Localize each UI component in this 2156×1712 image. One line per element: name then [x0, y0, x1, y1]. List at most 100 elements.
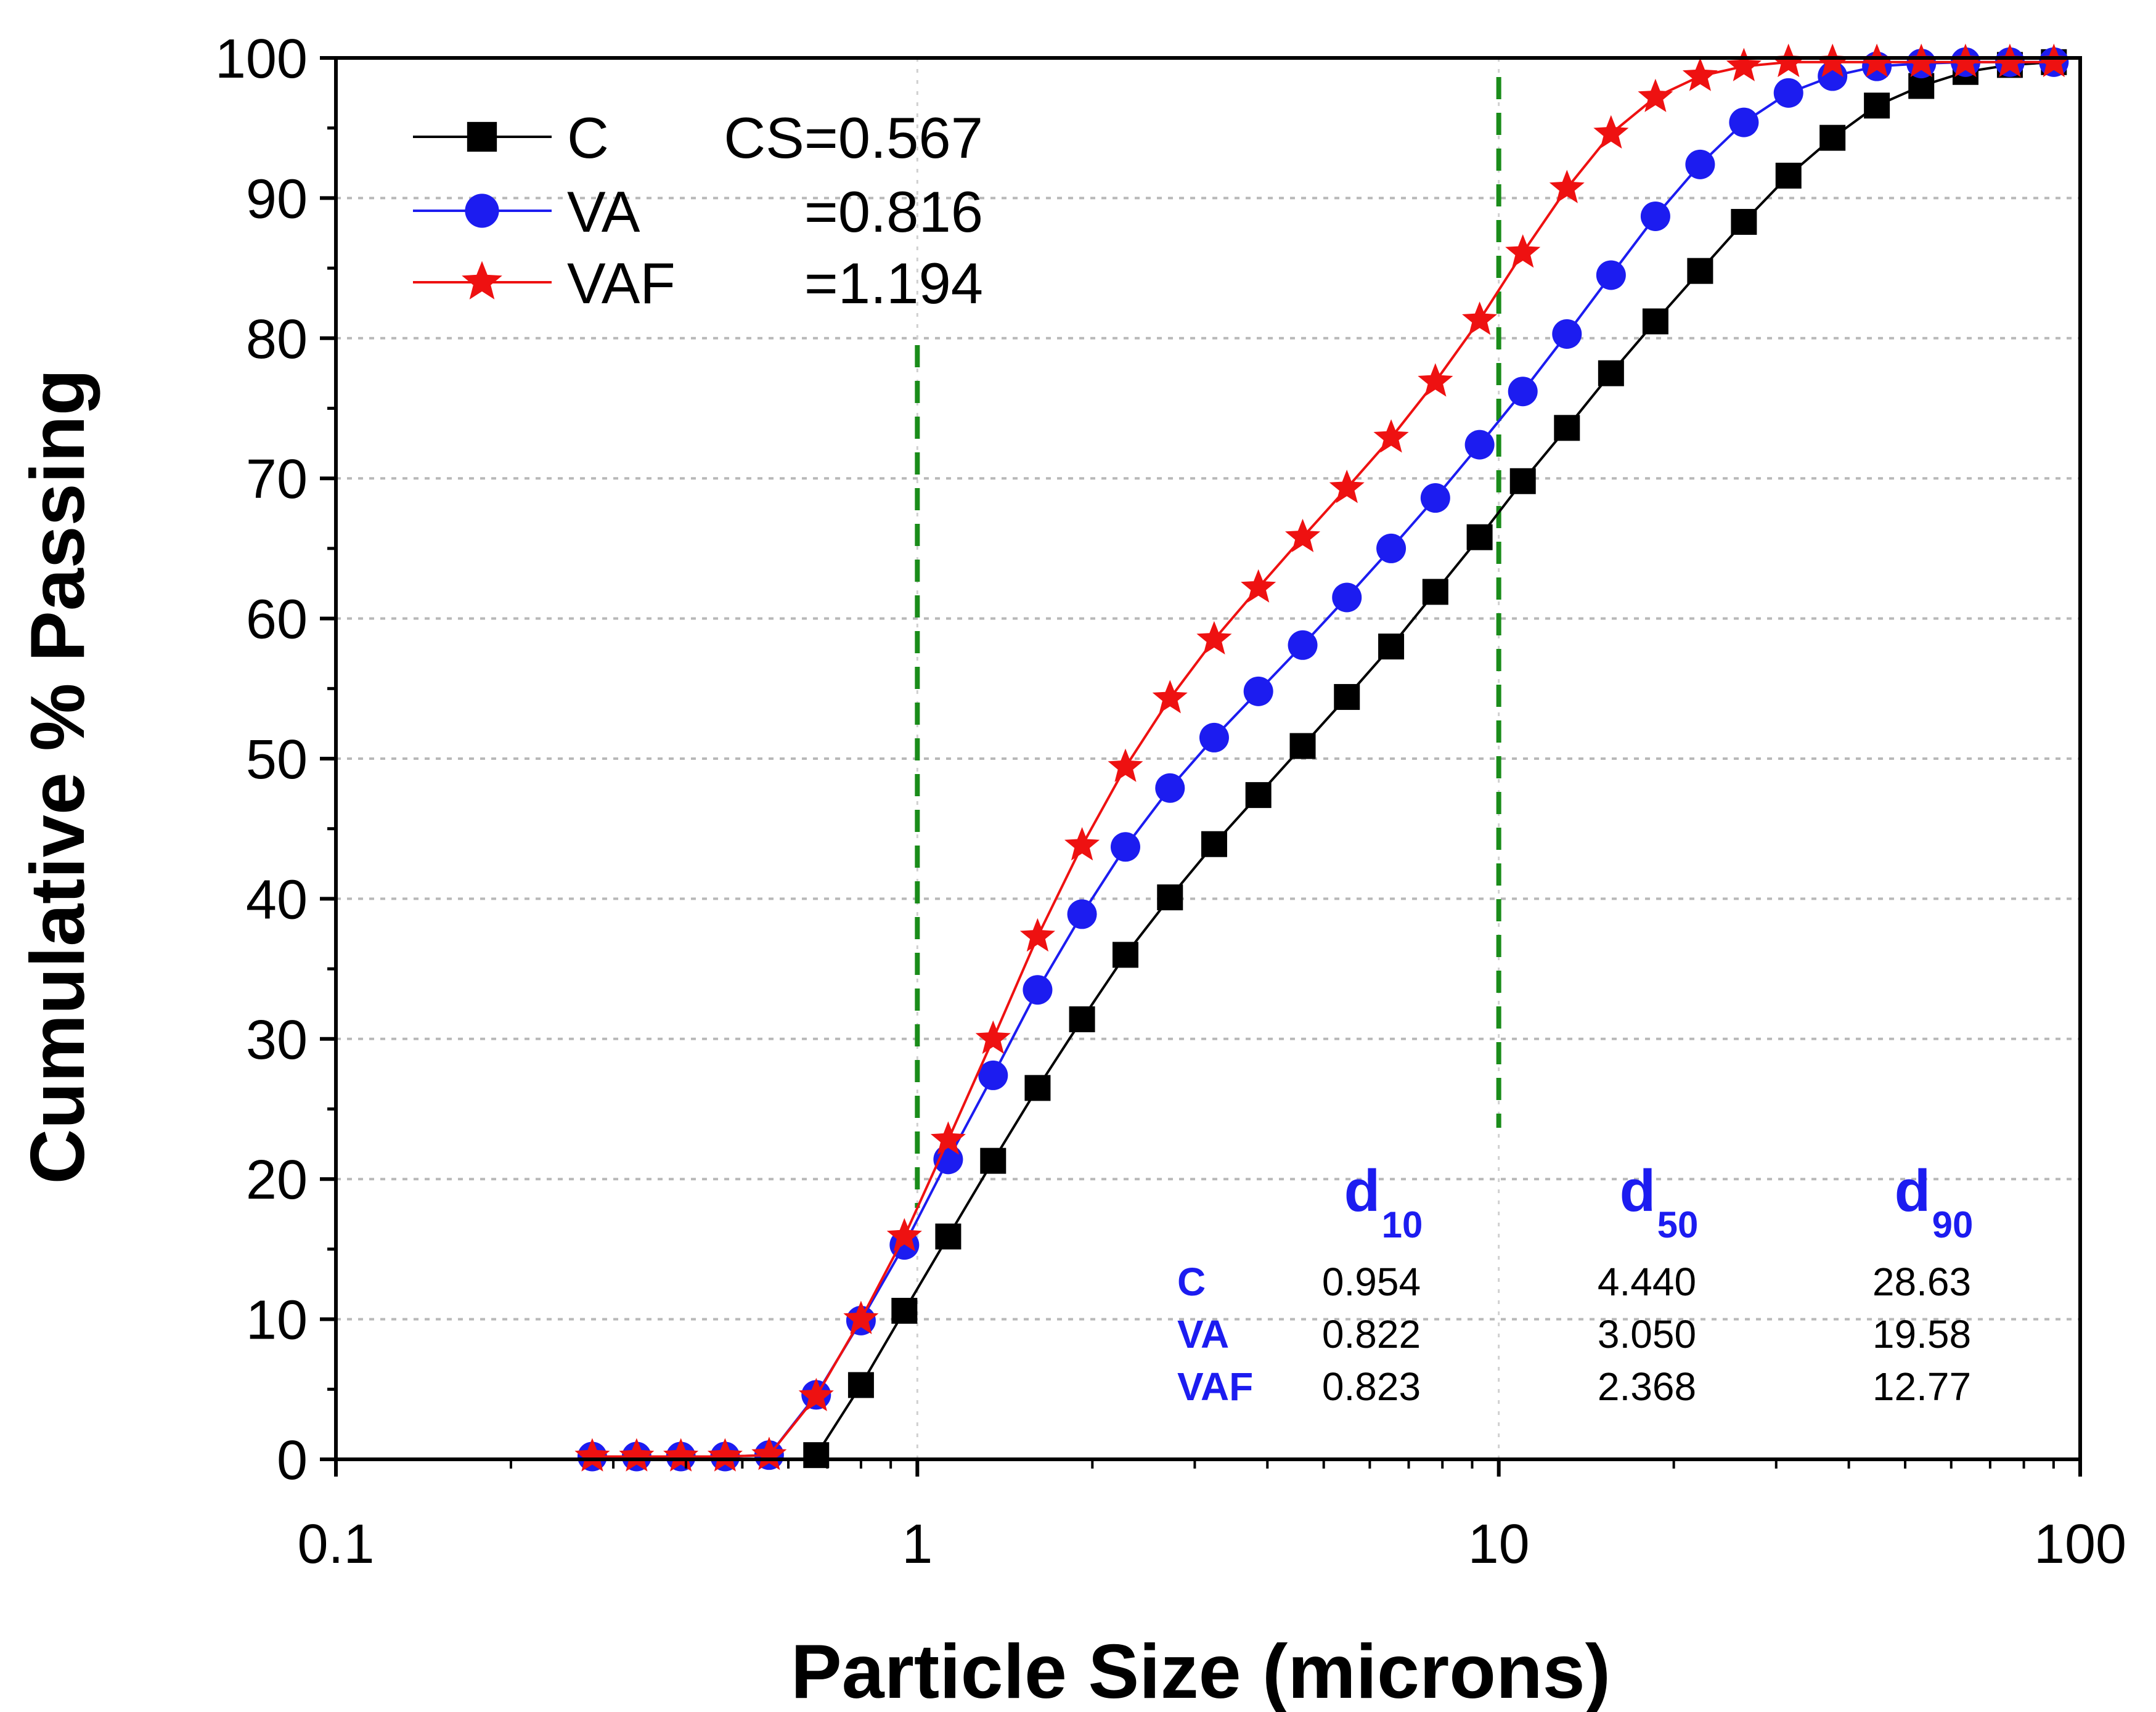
point-C-17 — [1554, 415, 1580, 441]
point-C-18 — [1598, 360, 1624, 386]
point-VA-10 — [1023, 975, 1053, 1005]
point-VAF-30 — [1903, 43, 1939, 78]
point-C-6 — [1069, 1006, 1095, 1032]
x-tick-label-1: 1 — [902, 1514, 933, 1575]
point-VA-20 — [1464, 430, 1495, 460]
y-tick-label-90: 90 — [246, 168, 308, 230]
table-header-d50: d — [1620, 1158, 1656, 1224]
point-VAF-21 — [1505, 234, 1541, 268]
data-series — [574, 43, 2072, 1472]
point-C-15 — [1466, 524, 1493, 550]
legend-value-C: CS=0.567 — [724, 105, 983, 170]
point-C-20 — [1687, 258, 1713, 284]
point-VAF-6 — [843, 1300, 879, 1334]
point-VA-12 — [1110, 832, 1140, 862]
point-VA-24 — [1640, 201, 1670, 231]
legend-marker-C — [467, 121, 497, 152]
point-VAF-19 — [1418, 363, 1453, 397]
point-VA-9 — [978, 1060, 1008, 1090]
point-VAF-18 — [1373, 419, 1409, 453]
y-tick-label-0: 0 — [277, 1430, 308, 1491]
point-VAF-15 — [1241, 569, 1276, 603]
y-tick-label-40: 40 — [246, 869, 308, 931]
point-C-10 — [1245, 782, 1272, 809]
point-VAF-17 — [1329, 470, 1365, 503]
point-C-16 — [1509, 468, 1536, 494]
point-VAF-2 — [663, 1438, 699, 1472]
legend-marker-VA — [465, 194, 499, 228]
point-VAF-8 — [930, 1121, 966, 1155]
table-cell-VAF-2: 12.77 — [1872, 1364, 1971, 1409]
point-VA-23 — [1596, 260, 1626, 290]
point-VA-17 — [1332, 582, 1362, 613]
tick-labels: 0 10 20 30 40 50 60 70 80 90 100 0.1 1 10 100 — [215, 28, 2126, 1575]
point-C-3 — [935, 1223, 962, 1250]
y-tick-label-100: 100 — [215, 28, 308, 90]
table-cell-VA-0: 0.822 — [1322, 1312, 1421, 1356]
point-VAF-33 — [2036, 43, 2072, 78]
point-VAF-32 — [1992, 43, 2028, 78]
y-tick-label-20: 20 — [246, 1149, 308, 1211]
point-VAF-31 — [1948, 43, 1983, 78]
point-VA-26 — [1729, 107, 1759, 137]
series-VAF — [574, 43, 2072, 1472]
legend-label-C: C — [567, 105, 609, 170]
x-tick-label-10: 10 — [1468, 1514, 1530, 1575]
point-VAF-29 — [1859, 43, 1895, 78]
point-C-2 — [891, 1297, 918, 1324]
point-VAF-1 — [619, 1438, 655, 1472]
point-C-11 — [1289, 733, 1316, 759]
point-VAF-3 — [707, 1438, 743, 1472]
table-cell-C-1: 4.440 — [1598, 1260, 1696, 1304]
point-VA-8 — [933, 1144, 963, 1175]
point-VAF-12 — [1108, 748, 1143, 782]
table-row-label-VAF: VAF — [1177, 1364, 1253, 1409]
point-VA-14 — [1199, 722, 1229, 752]
point-C-7 — [1112, 942, 1138, 968]
table-header-d10: d — [1344, 1158, 1381, 1224]
point-C-13 — [1378, 634, 1405, 660]
table-cell-C-2: 28.63 — [1872, 1260, 1971, 1304]
series-C — [803, 49, 2067, 1469]
x-tick-label-0.1: 0.1 — [297, 1514, 374, 1575]
point-VAF-20 — [1462, 301, 1498, 335]
table-cell-VA-1: 3.050 — [1598, 1312, 1696, 1356]
table-cell-VAF-0: 0.823 — [1322, 1364, 1421, 1409]
series-line-VAF — [592, 60, 2054, 1458]
y-tick-label-60: 60 — [246, 589, 308, 651]
point-VAF-13 — [1152, 680, 1188, 714]
point-VAF-28 — [1815, 43, 1850, 78]
point-VAF-25 — [1682, 57, 1718, 91]
point-VA-13 — [1155, 773, 1185, 803]
point-VAF-0 — [574, 1438, 610, 1472]
point-VAF-5 — [798, 1377, 834, 1411]
point-VA-27 — [1773, 78, 1803, 108]
point-VAF-16 — [1285, 518, 1321, 552]
point-VA-22 — [1552, 319, 1582, 349]
legend-marker-VAF — [462, 261, 502, 300]
plot-frame — [320, 56, 2082, 1477]
table-header-sub-10: 10 — [1382, 1204, 1423, 1245]
point-C-22 — [1775, 163, 1802, 189]
point-VA-16 — [1288, 630, 1318, 660]
point-VA-18 — [1376, 533, 1407, 563]
point-VA-15 — [1243, 676, 1273, 706]
legend-value-VAF: =1.194 — [804, 251, 983, 316]
point-VAF-26 — [1726, 47, 1762, 81]
y-tick-label-30: 30 — [246, 1009, 308, 1071]
table-row-label-C: C — [1177, 1260, 1206, 1304]
point-VAF-14 — [1196, 621, 1232, 654]
y-tick-label-50: 50 — [246, 729, 308, 791]
grid-lines — [336, 58, 2080, 1459]
table-header-d90: d — [1895, 1158, 1931, 1224]
x-axis-title: Particle Size (microns) — [791, 1629, 1611, 1712]
point-VAF-22 — [1549, 169, 1585, 203]
point-VA-19 — [1420, 483, 1450, 513]
point-C-14 — [1422, 579, 1448, 605]
point-C-8 — [1157, 884, 1183, 911]
table-header-sub-90: 90 — [1932, 1204, 1974, 1245]
legend-label-VAF: VAF — [567, 251, 676, 316]
table-cell-VA-2: 19.58 — [1872, 1312, 1971, 1356]
